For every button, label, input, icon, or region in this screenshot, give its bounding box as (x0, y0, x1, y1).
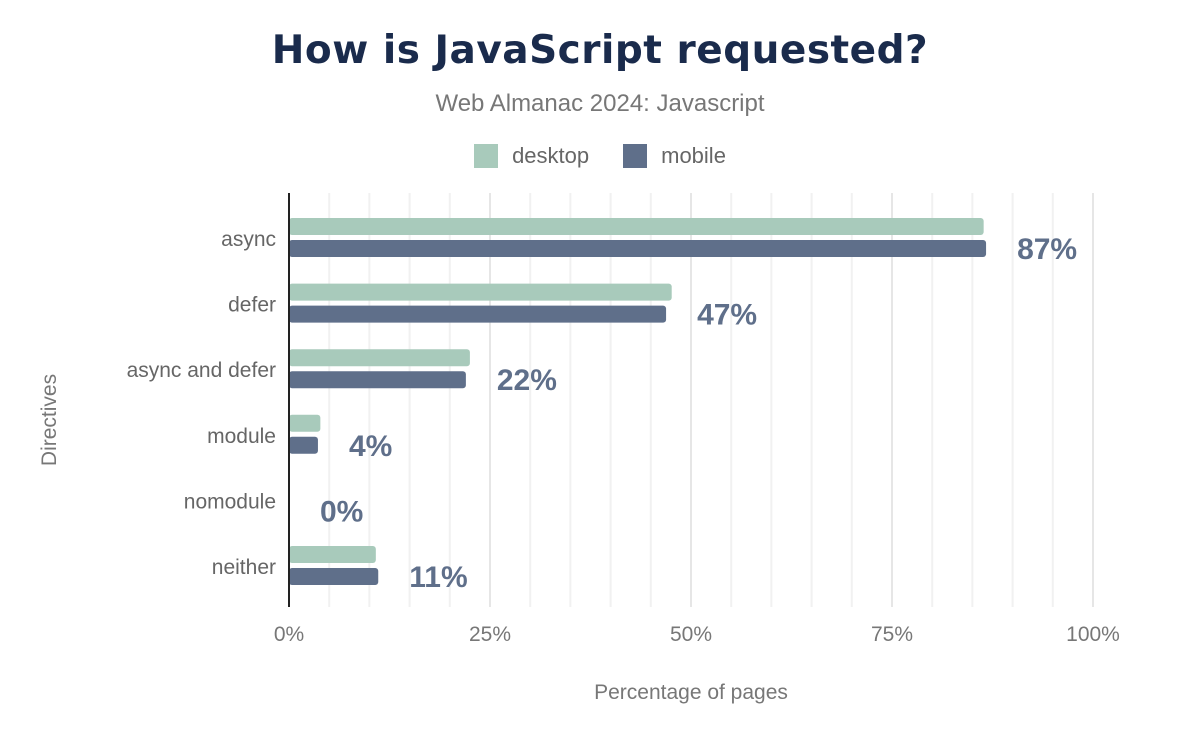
bar-desktop (289, 218, 984, 235)
bar-mobile (289, 568, 379, 585)
bar-desktop (289, 414, 321, 432)
data-label: 4% (349, 430, 392, 463)
data-label: 11% (409, 561, 467, 594)
y-category-label: async and defer (127, 359, 276, 382)
y-category-label: defer (228, 294, 276, 317)
bar-mobile (289, 436, 318, 454)
x-tick-label: 100% (1066, 623, 1120, 646)
x-tick-label: 75% (871, 623, 913, 646)
x-axis-title: Percentage of pages (594, 681, 788, 704)
y-axis-title: Directives (38, 374, 61, 466)
x-tick-label: 50% (670, 623, 712, 646)
bar-desktop (289, 349, 470, 367)
y-category-label: module (207, 425, 276, 448)
legend-label: mobile (661, 143, 726, 168)
legend-item-mobile[interactable]: mobile (623, 143, 726, 169)
legend-item-desktop[interactable]: desktop (474, 143, 589, 169)
legend-swatch-mobile (623, 144, 648, 168)
data-label: 47% (697, 299, 757, 332)
data-label: 22% (497, 364, 557, 397)
legend-swatch-desktop (474, 144, 499, 168)
bar-mobile (289, 305, 667, 323)
bar-mobile (289, 240, 987, 257)
y-category-label: nomodule (184, 490, 276, 513)
data-label: 87% (1017, 233, 1077, 266)
bar-mobile (289, 371, 466, 389)
chart-subtitle: Web Almanac 2024: Javascript (435, 90, 765, 117)
legend-label: desktop (512, 143, 590, 168)
legend: desktop mobile (0, 143, 1200, 169)
bar-desktop (289, 283, 672, 301)
x-tick-label: 25% (469, 623, 511, 646)
x-tick-label: 0% (274, 623, 304, 646)
data-label: 0% (320, 495, 363, 528)
chart-title: How is JavaScript requested? (271, 28, 929, 73)
bar-desktop (289, 546, 376, 563)
y-category-label: async (221, 228, 276, 251)
y-category-label: neither (212, 556, 276, 579)
